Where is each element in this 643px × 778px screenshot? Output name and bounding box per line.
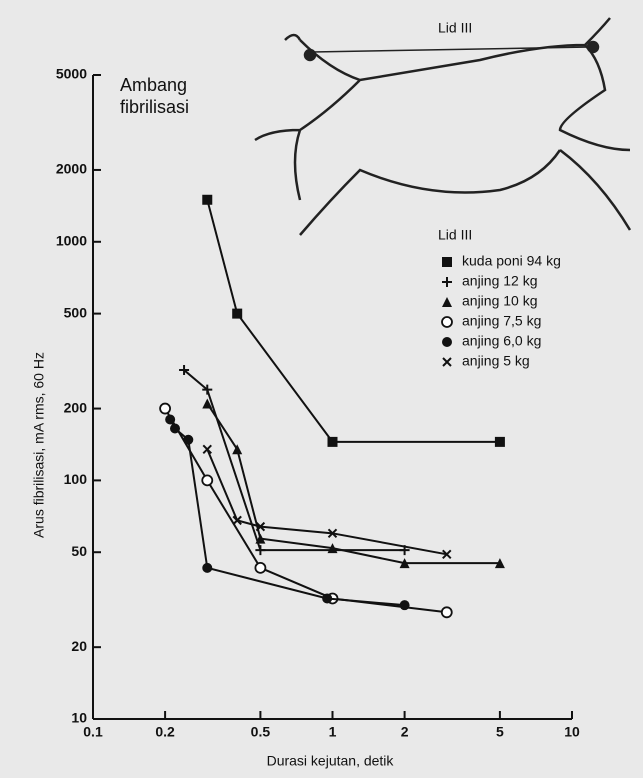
x-tick-label: 0.5 [251, 724, 271, 740]
y-tick-label: 5000 [56, 66, 87, 82]
x-tick-label: 5 [496, 724, 504, 740]
figure-label: Lid III [438, 20, 472, 36]
y-axis-label: Arus fibrilisasi, mA rms, 60 Hz [31, 352, 47, 538]
series-line [165, 409, 447, 613]
marker [170, 423, 180, 433]
marker [160, 404, 170, 414]
annotation: Ambang fibrilisasi [120, 74, 230, 118]
x-tick-label: 0.2 [155, 724, 175, 740]
x-tick-label: 2 [401, 724, 409, 740]
chart: Lid III Lid III Durasi kejutan, detik Ar… [0, 0, 643, 773]
y-tick-label: 2000 [56, 161, 87, 177]
legend-label: anjing 6,0 kg [462, 333, 541, 349]
legend-marker [442, 337, 452, 347]
legend-label: anjing 12 kg [462, 273, 538, 289]
marker [495, 437, 505, 447]
y-tick-label: 100 [64, 471, 88, 487]
legend-marker [442, 277, 452, 287]
marker [255, 545, 265, 555]
page: Lid III Lid III Durasi kejutan, detik Ar… [0, 0, 643, 773]
y-tick-label: 200 [64, 399, 88, 415]
legend-title: Lid III [438, 227, 472, 243]
marker [232, 309, 242, 319]
x-axis-label: Durasi kejutan, detik [267, 753, 395, 769]
y-tick-label: 1000 [56, 232, 87, 248]
x-tick-label: 0.1 [83, 724, 103, 740]
marker [255, 563, 265, 573]
legend-marker [443, 358, 451, 366]
x-tick-label: 10 [564, 724, 580, 740]
legend-label: kuda poni 94 kg [462, 253, 561, 269]
marker [400, 600, 410, 610]
y-tick-label: 20 [71, 638, 87, 654]
legend-marker [442, 317, 452, 327]
x-tick-label: 1 [329, 724, 337, 740]
animal-drawing [255, 18, 630, 235]
marker [442, 607, 452, 617]
marker [322, 593, 332, 603]
marker [165, 414, 175, 424]
marker [202, 563, 212, 573]
marker [202, 475, 212, 485]
marker [202, 195, 212, 205]
y-tick-label: 500 [64, 304, 88, 320]
legend-marker [442, 297, 452, 307]
y-tick-label: 50 [71, 543, 87, 559]
legend-label: anjing 7,5 kg [462, 313, 541, 329]
legend-marker [442, 257, 452, 267]
marker [232, 444, 242, 454]
marker [328, 437, 338, 447]
series-line [207, 404, 500, 564]
marker [183, 435, 193, 445]
marker [203, 445, 211, 453]
series-line [184, 370, 405, 550]
legend-label: anjing 5 kg [462, 353, 530, 369]
legend-label: anjing 10 kg [462, 293, 538, 309]
